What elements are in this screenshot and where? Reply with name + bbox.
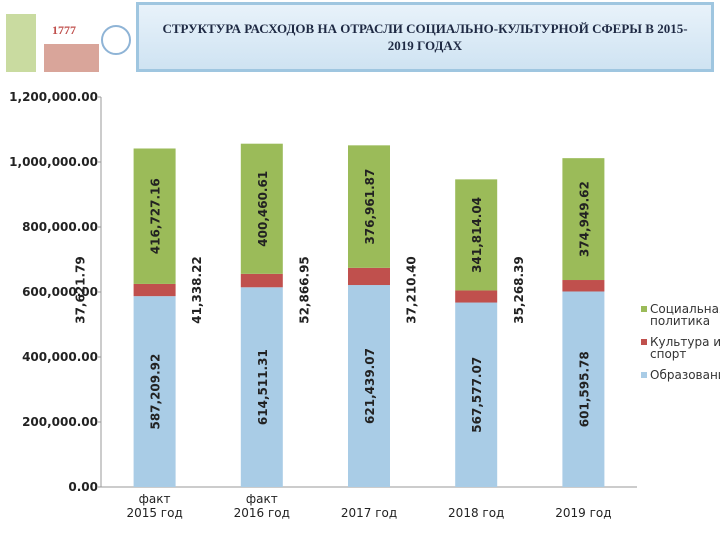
bar-segment (562, 280, 605, 292)
logo-wheel (101, 25, 131, 55)
bar-segment (240, 287, 283, 487)
logo-text: 1777 (52, 23, 76, 37)
bar-segment (455, 302, 498, 487)
legend-label: Культура и спорт (650, 335, 720, 361)
y-tick-label: 1,200,000.00 (9, 90, 98, 104)
legend-swatch (641, 306, 647, 312)
data-label: 52,866.95 (297, 256, 311, 324)
legend-swatch (641, 339, 647, 345)
data-label: 621,439.07 (363, 348, 377, 424)
legend-swatch (641, 372, 647, 378)
bar-segment (133, 283, 176, 297)
data-label: 614,511.31 (256, 349, 270, 425)
legend-label: Образование (650, 368, 720, 382)
x-tick-label: 2018 год (448, 506, 504, 520)
bar-segment (562, 291, 605, 487)
bar-segment (348, 145, 390, 268)
bar-segment (455, 290, 498, 303)
data-label: 376,961.87 (363, 169, 377, 245)
bar-segment (562, 158, 605, 281)
bar-segment (348, 285, 390, 487)
x-tick-label: 2017 год (341, 506, 397, 520)
data-label: 37,621.79 (74, 256, 88, 324)
bar-segment (133, 296, 176, 487)
bar-segment (240, 143, 283, 274)
data-label: 416,727.16 (149, 178, 163, 254)
bar-segment (240, 273, 283, 288)
x-tick-label: факт 2016 год (234, 492, 290, 520)
x-tick-label: факт 2015 год (126, 492, 182, 520)
logo: 1777 (6, 14, 131, 72)
logo-tower (6, 14, 36, 72)
y-tick-label: 800,000.00 (22, 220, 98, 234)
bar-segment (455, 179, 498, 291)
data-label: 41,338.22 (190, 256, 204, 324)
logo-gate (44, 44, 99, 72)
data-label: 37,210.40 (405, 256, 419, 324)
data-label: 400,460.61 (256, 171, 270, 247)
y-tick-label: 400,000.00 (22, 350, 98, 364)
data-label: 35,268.39 (512, 256, 526, 324)
chart-title: СТРУКТУРА РАСХОДОВ НА ОТРАСЛИ СОЦИАЛЬНО-… (162, 21, 688, 53)
y-tick-label: 600,000.00 (22, 285, 98, 299)
data-label: 587,209.92 (149, 354, 163, 430)
data-label: 567,577.07 (470, 357, 484, 433)
bar-segment (133, 148, 176, 284)
title-banner: СТРУКТУРА РАСХОДОВ НА ОТРАСЛИ СОЦИАЛЬНО-… (136, 2, 714, 72)
y-tick-label: 1,000,000.00 (9, 155, 98, 169)
x-tick-label: 2019 год (555, 506, 611, 520)
y-tick-label: 0.00 (68, 480, 98, 494)
y-tick-label: 200,000.00 (22, 415, 98, 429)
legend-label: Социальная политика (650, 302, 720, 328)
bar-segment (348, 267, 390, 286)
data-label: 601,595.78 (577, 351, 591, 427)
data-label: 374,949.62 (577, 181, 591, 257)
data-label: 341,814.04 (470, 197, 484, 273)
